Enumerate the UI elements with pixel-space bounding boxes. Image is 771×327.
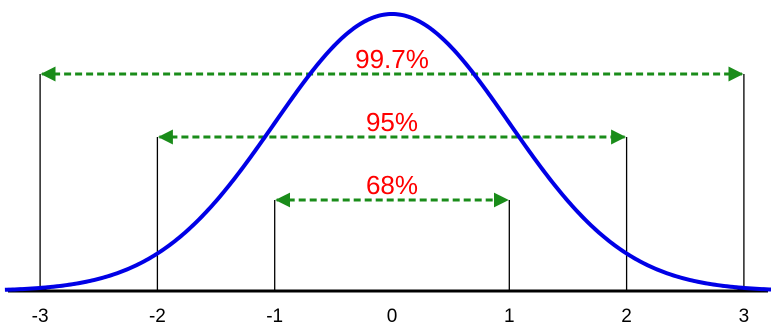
band-percent-label: 68% bbox=[366, 170, 418, 200]
x-tick-label: -2 bbox=[149, 306, 166, 327]
x-tick-label: -1 bbox=[266, 306, 283, 327]
x-tick-label: 0 bbox=[387, 306, 398, 327]
x-tick-label: 1 bbox=[504, 306, 515, 327]
x-tick-label: 3 bbox=[739, 306, 750, 327]
band-percent-label: 95% bbox=[366, 107, 418, 137]
band-brackets bbox=[40, 66, 744, 208]
band-boundary-lines bbox=[39, 74, 745, 291]
band-percent-label: 99.7% bbox=[355, 44, 429, 74]
x-tick-label: 2 bbox=[621, 306, 632, 327]
x-tick-labels: -3 -2 -1 0 1 2 3 bbox=[32, 306, 750, 327]
band-labels: 68% 95% 99.7% bbox=[355, 44, 429, 200]
density-curve bbox=[4, 12, 771, 292]
x-tick-label: -3 bbox=[32, 306, 49, 327]
